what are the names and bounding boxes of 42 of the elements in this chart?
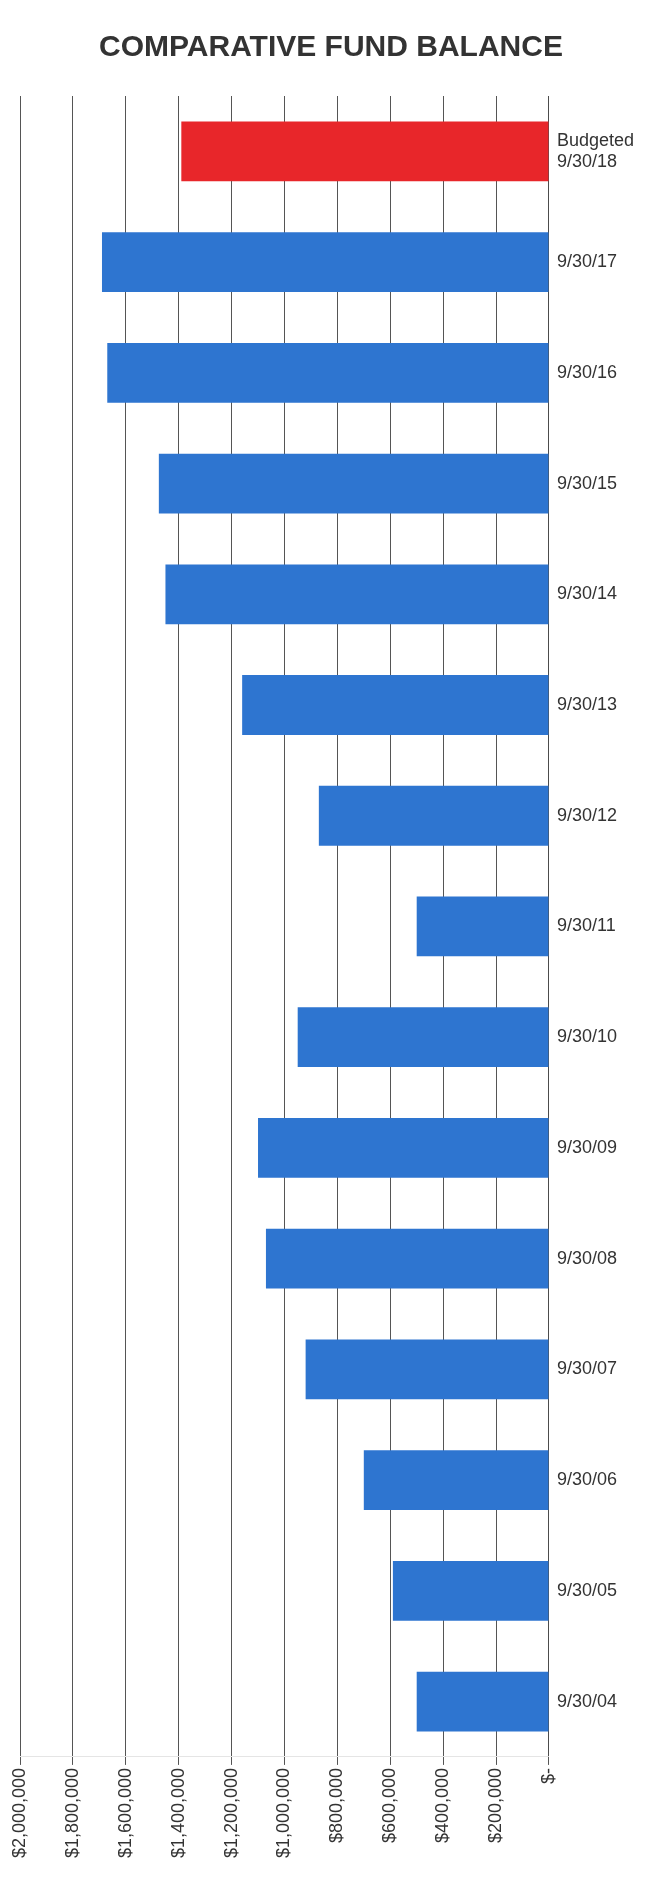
x-tick-label: $600,000: [379, 1767, 400, 1843]
y-tick-label: 9/30/10: [556, 1026, 617, 1047]
x-tick-label: $1,600,000: [114, 1767, 135, 1859]
bar: [158, 453, 549, 514]
bar: [416, 1671, 549, 1732]
y-tick-label: 9/30/05: [556, 1579, 617, 1600]
x-tick-label: $1,000,000: [273, 1767, 294, 1859]
y-tick-label: 9/30/08: [556, 1247, 617, 1268]
bar: [101, 232, 549, 292]
x-tick-label: $1,400,000: [167, 1767, 188, 1859]
x-tick-label: $-: [537, 1767, 558, 1784]
x-tick-label: $800,000: [326, 1767, 347, 1843]
y-tick-label: 9/30/07: [556, 1358, 617, 1379]
bar: [265, 1228, 549, 1289]
bar: [165, 564, 549, 625]
bar: [258, 1118, 549, 1178]
x-tick-label: $200,000: [485, 1767, 505, 1843]
bar: [242, 675, 549, 735]
y-tick-label: 9/30/13: [556, 693, 617, 714]
bar: [107, 342, 549, 403]
y-tick-label: 9/30/04: [556, 1690, 617, 1711]
y-tick-label: 9/30/16: [556, 361, 617, 382]
y-tick-label: 9/30/09: [556, 1136, 617, 1157]
bar: [297, 1007, 549, 1068]
bar: [363, 1450, 549, 1510]
bar: [305, 1339, 549, 1400]
y-tick-label: 9/30/17: [556, 251, 617, 272]
y-tick-label: 9/30/06: [556, 1469, 617, 1490]
y-tick-label: 9/30/15: [556, 472, 617, 493]
x-tick-label: $1,800,000: [61, 1767, 82, 1859]
bar: [416, 896, 549, 957]
y-tick-label: Budgeted 9/30/18: [556, 129, 635, 172]
bar: [181, 121, 549, 182]
y-tick-label: 9/30/11: [556, 915, 616, 936]
bar: [392, 1560, 549, 1621]
x-tick-label: $2,000,000: [8, 1767, 29, 1859]
y-tick-label: 9/30/12: [556, 804, 617, 825]
x-tick-label: $400,000: [432, 1767, 453, 1843]
y-tick-label: 9/30/14: [556, 583, 617, 604]
bar: [318, 785, 549, 846]
x-tick-label: $1,200,000: [220, 1767, 241, 1859]
chart-title: COMPARATIVE FUND BALANCE: [99, 29, 563, 63]
